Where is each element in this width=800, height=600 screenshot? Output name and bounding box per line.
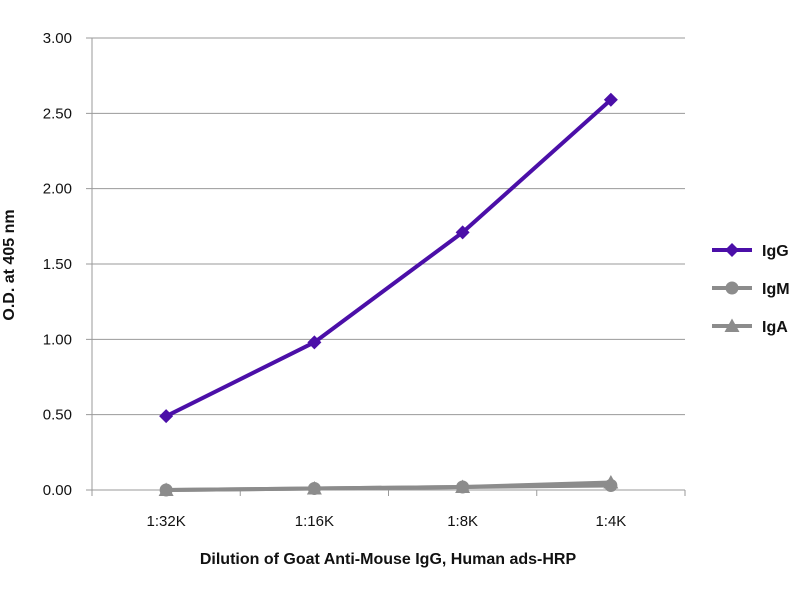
series-igg (159, 92, 618, 424)
y-tick-labels: 0.00 0.50 1.00 1.50 2.00 2.50 3.00 (43, 30, 72, 499)
x-tick-label: 1:16K (295, 513, 334, 530)
data-point-igg (603, 92, 618, 107)
y-tick-label: 1.00 (43, 331, 72, 348)
series-iga (158, 474, 619, 496)
y-tick-label: 1.50 (43, 256, 72, 273)
x-tick-label: 1:8K (447, 513, 478, 530)
y-axis-title: O.D. at 405 nm (1, 209, 18, 320)
legend-item-igm: IgM (712, 281, 790, 298)
legend-marker (725, 281, 739, 295)
data-point-iga (158, 482, 174, 496)
x-tick-label: 1:4K (595, 513, 626, 530)
data-point-igg (307, 335, 322, 350)
legend-label: IgA (762, 319, 788, 336)
legend-marker (725, 243, 739, 257)
y-tick-label: 3.00 (43, 30, 72, 47)
y-tick-label: 0.50 (43, 407, 72, 424)
data-point-iga (603, 474, 619, 489)
gridlines (86, 37, 685, 491)
series-line-igg (165, 98, 613, 418)
data-point-iga (306, 480, 322, 495)
y-tick-label: 2.50 (43, 105, 72, 122)
x-axis-title: Dilution of Goat Anti-Mouse IgG, Human a… (200, 551, 577, 568)
legend-label: IgG (762, 243, 789, 260)
x-tick-labels: 1:32K 1:16K 1:8K 1:4K (147, 513, 627, 530)
data-point-iga (455, 479, 471, 493)
legend-item-igg: IgG (712, 243, 789, 260)
legend-label: IgM (762, 281, 790, 298)
legend-marker (724, 318, 740, 332)
data-point-igg (159, 409, 174, 424)
y-tick-label: 2.00 (43, 181, 72, 198)
data-point-igg (455, 225, 470, 240)
x-tick-label: 1:32K (147, 513, 186, 530)
series-lines (158, 92, 619, 497)
legend: IgG IgM IgA (712, 243, 790, 336)
series-line-iga (166, 480, 611, 492)
legend-item-iga: IgA (712, 318, 788, 336)
axes (91, 38, 686, 496)
y-tick-label: 0.00 (43, 482, 72, 499)
